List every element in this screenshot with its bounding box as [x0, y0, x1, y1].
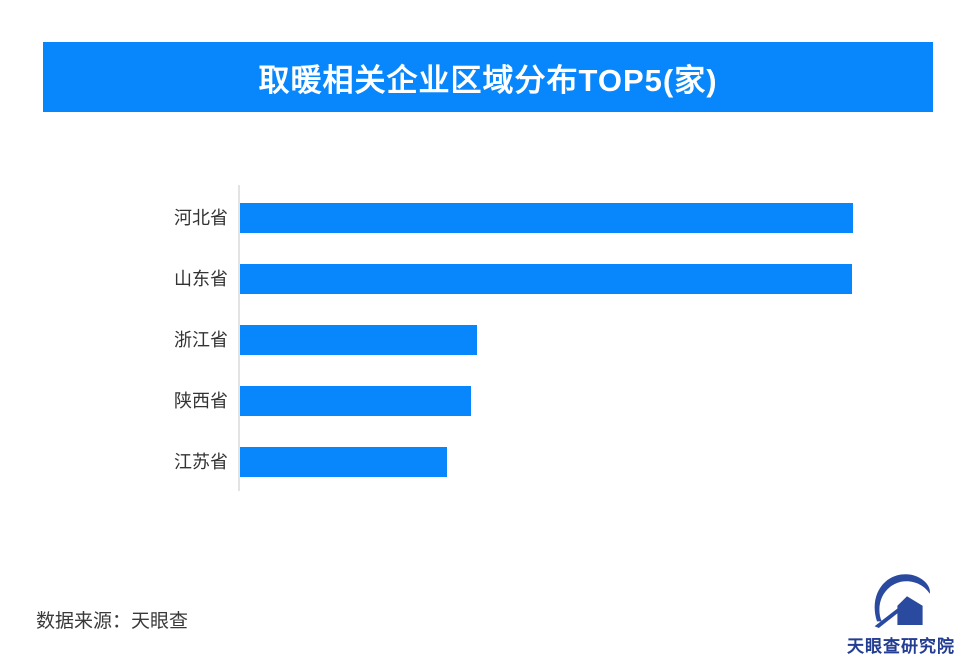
y-axis-line [238, 185, 240, 491]
bar-row: 山东省 [0, 264, 852, 294]
title-banner: 取暖相关企业区域分布TOP5(家) [43, 42, 933, 112]
bar [240, 203, 853, 233]
bar-row: 江苏省 [0, 447, 447, 477]
category-label: 浙江省 [174, 330, 228, 350]
tianyancha-logo: 天眼查研究院 [828, 572, 974, 657]
page-title: 取暖相关企业区域分布TOP5(家) [258, 62, 718, 98]
category-label: 陕西省 [174, 391, 228, 411]
category-label: 江苏省 [174, 452, 228, 472]
tianyancha-logo-text: 天眼查研究院 [847, 637, 955, 656]
category-label: 山东省 [174, 269, 228, 289]
bar [240, 325, 477, 355]
bar [240, 447, 447, 477]
tianyancha-logo-icon [874, 574, 930, 628]
bar-row: 河北省 [0, 203, 853, 233]
data-source-label: 数据来源：天眼查 [36, 611, 189, 632]
bar [240, 386, 471, 416]
bar-row: 陕西省 [0, 386, 471, 416]
bar-row: 浙江省 [0, 325, 477, 355]
bar [240, 264, 852, 294]
category-label: 河北省 [174, 208, 228, 228]
